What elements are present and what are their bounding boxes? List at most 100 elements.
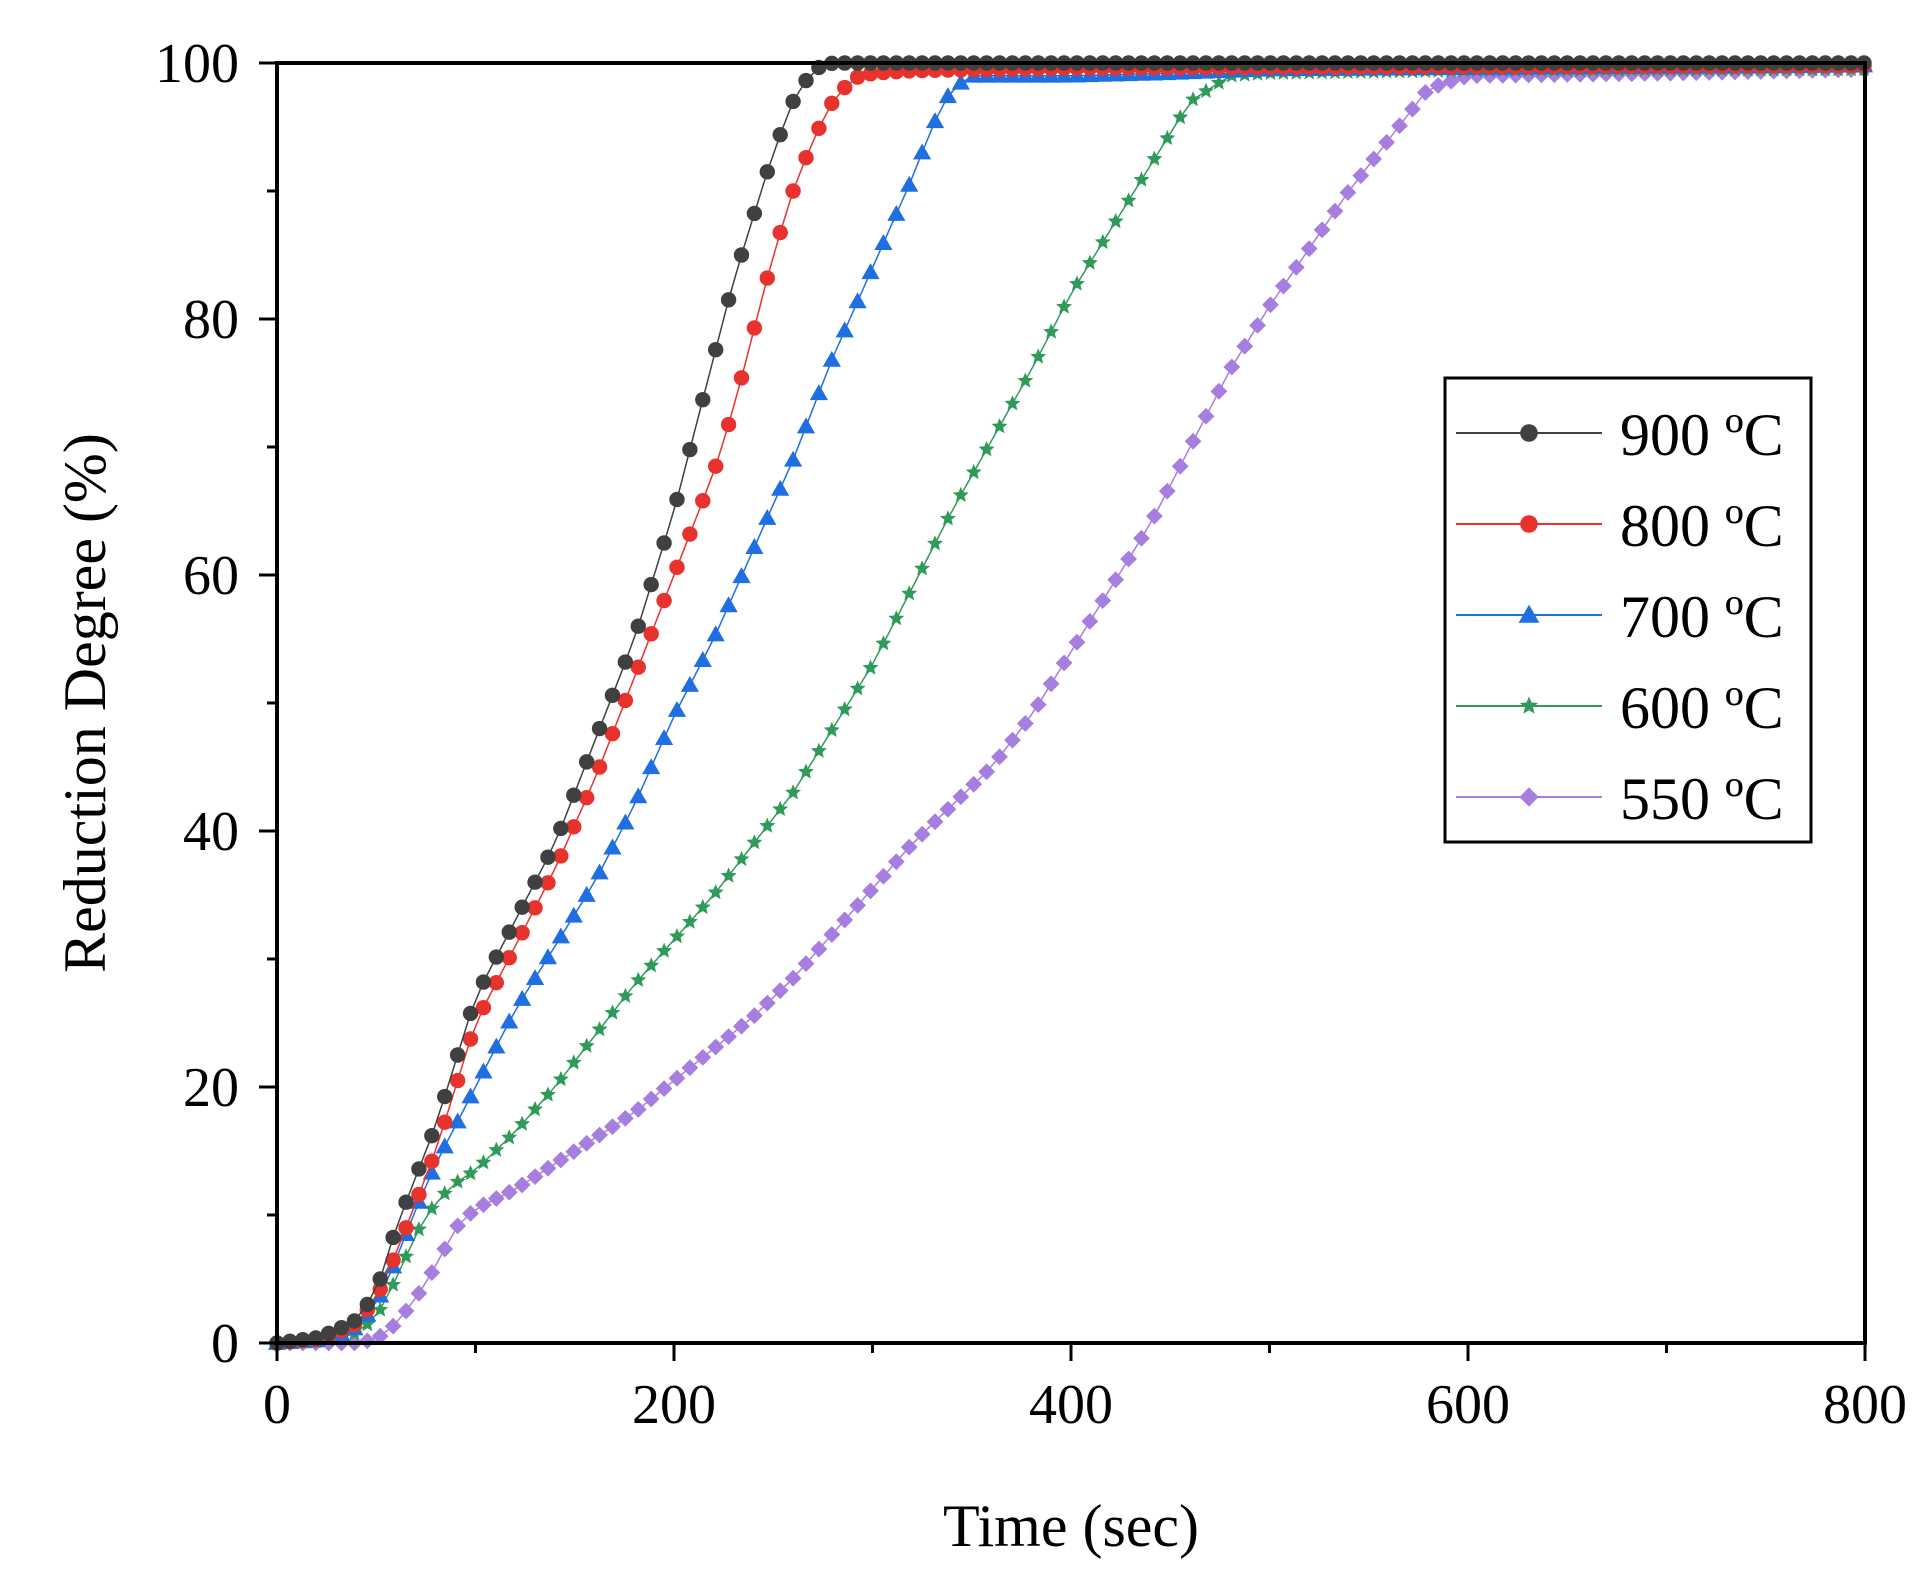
data-point-3 — [785, 784, 802, 800]
data-point-3 — [1069, 275, 1085, 291]
data-point-0 — [527, 874, 543, 890]
data-point-2 — [680, 675, 699, 692]
data-point-0 — [488, 949, 505, 965]
data-point-1 — [398, 1220, 414, 1236]
data-point-0 — [785, 93, 801, 110]
data-point-3 — [1185, 91, 1202, 107]
x-tick-label: 600 — [1426, 1374, 1510, 1436]
data-point-4 — [707, 1038, 725, 1056]
data-point-4 — [1365, 150, 1383, 168]
data-point-0 — [437, 1088, 453, 1105]
data-point-4 — [578, 1134, 596, 1152]
data-point-0 — [772, 126, 788, 143]
data-point-3 — [1043, 323, 1060, 339]
data-point-3 — [772, 800, 789, 816]
data-point-3 — [681, 913, 698, 929]
data-point-2 — [667, 700, 687, 717]
data-point-0 — [746, 205, 763, 222]
data-point-4 — [900, 838, 918, 856]
y-tick-label: 40 — [183, 801, 239, 863]
data-point-3 — [1094, 233, 1111, 249]
data-point-3 — [901, 585, 918, 601]
data-point-2 — [474, 1062, 493, 1079]
legend: 900 ºC 800 ºC 700 ºC 600 ºC 550 ºC — [1443, 376, 1813, 844]
data-point-4 — [1442, 72, 1460, 90]
data-point-0 — [501, 924, 517, 940]
data-point-0 — [372, 1271, 388, 1287]
legend-box — [1443, 376, 1813, 844]
data-point-3 — [746, 834, 763, 850]
data-point-3 — [720, 867, 737, 883]
data-point-2 — [461, 1087, 480, 1104]
data-point-0 — [695, 391, 711, 408]
data-point-4 — [462, 1205, 479, 1222]
data-point-3 — [798, 763, 814, 779]
data-point-2 — [513, 989, 532, 1006]
data-point-0 — [333, 1319, 350, 1336]
data-point-4 — [771, 982, 789, 1000]
data-point-3 — [849, 680, 866, 696]
legend-swatch-marker-3 — [1519, 696, 1539, 714]
data-point-1 — [385, 1252, 401, 1268]
data-point-1 — [591, 759, 608, 775]
data-point-4 — [1287, 258, 1305, 276]
data-point-1 — [411, 1186, 427, 1203]
data-point-0 — [604, 687, 621, 704]
data-point-4 — [823, 926, 841, 943]
data-point-4 — [475, 1196, 492, 1214]
data-point-3 — [707, 884, 724, 900]
data-point-4 — [733, 1017, 750, 1035]
x-tick-label: 400 — [1029, 1374, 1113, 1436]
data-point-4 — [1274, 277, 1292, 295]
data-point-0 — [411, 1161, 427, 1177]
data-point-0 — [553, 820, 569, 837]
data-point-0 — [682, 441, 698, 458]
data-point-2 — [577, 885, 596, 902]
data-point-3 — [1081, 254, 1098, 270]
data-point-0 — [514, 899, 530, 915]
data-point-4 — [1236, 337, 1254, 355]
data-point-3 — [578, 1037, 595, 1053]
data-point-4 — [978, 763, 996, 781]
data-point-1 — [527, 900, 543, 916]
data-point-3 — [604, 1004, 621, 1020]
data-point-4 — [1029, 696, 1047, 713]
data-point-3 — [372, 1301, 389, 1317]
legend-label-1: 800 ºC — [1620, 493, 1784, 559]
data-point-4 — [616, 1109, 634, 1127]
data-point-3 — [436, 1185, 453, 1201]
data-point-0 — [733, 247, 750, 263]
data-point-4 — [513, 1176, 531, 1194]
data-point-3 — [862, 659, 879, 675]
data-point-3 — [565, 1054, 582, 1070]
data-point-2 — [784, 450, 803, 467]
data-point-3 — [1107, 213, 1124, 229]
data-point-4 — [849, 897, 867, 914]
data-point-4 — [952, 788, 970, 806]
data-point-1 — [488, 974, 505, 991]
data-point-3 — [759, 817, 776, 833]
legend-label-2: 700 ºC — [1620, 584, 1784, 650]
data-point-1 — [566, 819, 582, 835]
data-point-2 — [809, 384, 829, 401]
data-point-3 — [1210, 74, 1227, 90]
data-point-2 — [874, 234, 893, 250]
data-point-2 — [590, 863, 609, 880]
data-point-1 — [811, 120, 827, 136]
data-point-4 — [539, 1159, 557, 1177]
data-point-4 — [926, 813, 944, 831]
y-tick-label: 80 — [183, 289, 239, 351]
y-tick-label: 0 — [211, 1313, 239, 1375]
data-point-4 — [1326, 202, 1344, 220]
data-point-2 — [487, 1037, 506, 1054]
data-point-4 — [1145, 507, 1163, 525]
data-point-1 — [501, 950, 517, 966]
data-point-2 — [900, 175, 919, 192]
data-point-3 — [514, 1115, 531, 1131]
data-point-1 — [837, 79, 853, 96]
data-point-4 — [862, 882, 879, 900]
data-point-2 — [422, 1163, 441, 1180]
data-point-2 — [913, 143, 932, 160]
data-point-3 — [591, 1021, 608, 1037]
data-point-2 — [603, 838, 622, 855]
